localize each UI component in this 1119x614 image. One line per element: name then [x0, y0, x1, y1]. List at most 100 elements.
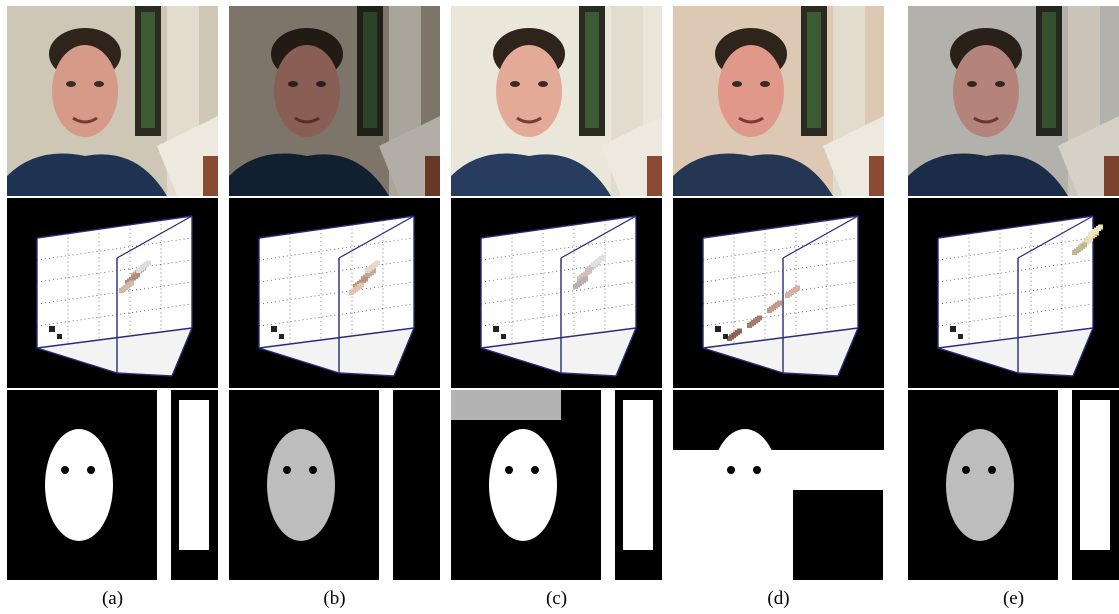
- color-cube: [258, 215, 415, 377]
- skin-mask-image: [229, 390, 440, 580]
- floor: [647, 156, 662, 196]
- left-eye: [967, 81, 977, 87]
- mask-region: [451, 390, 561, 420]
- color-space-plot-image: [7, 198, 218, 388]
- skin-mask-image: [673, 390, 884, 580]
- data-point: [49, 326, 55, 332]
- panel-column: [229, 6, 440, 582]
- right-eye: [538, 81, 548, 87]
- data-point: [271, 326, 277, 332]
- panel-caption: (b): [323, 588, 346, 609]
- panel-column: [908, 6, 1119, 582]
- cube-edge: [258, 215, 415, 239]
- panel-column: [451, 6, 662, 582]
- left-eye: [510, 81, 520, 87]
- mask-hole: [793, 490, 883, 580]
- cube-edge: [837, 327, 859, 377]
- data-point: [723, 334, 728, 339]
- cube-edge: [702, 215, 859, 239]
- mask-eye: [61, 466, 69, 474]
- data-point: [146, 260, 151, 266]
- mask-eye: [309, 466, 317, 474]
- face: [496, 45, 562, 137]
- mouth: [516, 116, 542, 124]
- data-point: [601, 254, 606, 260]
- cube-edge: [1017, 215, 1094, 259]
- mask-face: [45, 429, 113, 541]
- mask-region: [623, 400, 653, 550]
- data-point: [1082, 242, 1087, 248]
- skin-mask-image: [451, 390, 662, 580]
- photo-image: [908, 6, 1119, 196]
- data-point: [777, 300, 782, 306]
- window-glass: [585, 12, 599, 128]
- wall-ledge: [823, 116, 884, 196]
- left-eye: [66, 81, 76, 87]
- mask-face: [711, 429, 779, 541]
- mask-eye: [283, 466, 291, 474]
- left-eye: [288, 81, 298, 87]
- cube-floor: [703, 328, 858, 376]
- cube-edge: [36, 215, 193, 239]
- floor: [425, 156, 440, 196]
- mask-region: [379, 390, 393, 580]
- color-cube: [36, 215, 193, 377]
- data-point: [587, 268, 592, 274]
- data-point: [375, 260, 380, 266]
- data-point: [129, 280, 134, 286]
- data-point: [493, 326, 499, 332]
- mask-face: [489, 429, 557, 541]
- panel-caption: (a): [101, 588, 124, 609]
- mask-eye: [505, 466, 513, 474]
- cube-edge: [1017, 372, 1074, 377]
- right-eye: [995, 81, 1005, 87]
- panel-column: [673, 6, 884, 582]
- mask-face: [946, 429, 1014, 541]
- shirt: [7, 153, 167, 196]
- cube-edge: [338, 215, 415, 259]
- window-glass: [1042, 12, 1056, 128]
- right-eye: [94, 81, 104, 87]
- face: [274, 45, 340, 137]
- mouth: [738, 116, 764, 124]
- cube-edge: [36, 347, 118, 374]
- data-point: [958, 334, 963, 339]
- cube-edge: [937, 347, 1019, 374]
- cube-edge: [702, 347, 784, 374]
- color-cube: [702, 215, 859, 377]
- cube-floor: [481, 328, 636, 376]
- cube-edge: [480, 347, 562, 374]
- cube-edge: [615, 327, 637, 377]
- right-eye: [760, 81, 770, 87]
- shirt: [673, 153, 833, 196]
- cube-back-face: [938, 216, 1093, 348]
- cube-edge: [937, 327, 1094, 349]
- cube-edge: [36, 327, 193, 349]
- floor: [1104, 156, 1119, 196]
- data-point: [583, 276, 588, 282]
- mask-face: [267, 429, 335, 541]
- cube-edge: [560, 215, 637, 259]
- shade: [908, 6, 1119, 196]
- mask-region: [1080, 400, 1110, 550]
- data-point: [715, 326, 721, 332]
- cube-floor: [37, 328, 192, 376]
- mask-region: [179, 400, 209, 550]
- floor: [203, 156, 218, 196]
- cube-edge: [338, 372, 395, 377]
- photo-image: [7, 6, 218, 196]
- data-point: [737, 328, 742, 334]
- data-point: [795, 285, 800, 291]
- skin-mask-image: [7, 390, 218, 580]
- cube-edge: [480, 215, 637, 239]
- cube-edge: [116, 372, 173, 377]
- color-space-plot-image: [451, 198, 662, 388]
- shirt: [451, 153, 611, 196]
- right-eye: [316, 81, 326, 87]
- color-space-plot-image: [908, 198, 1119, 388]
- photo-image: [229, 6, 440, 196]
- mask-eye: [988, 466, 996, 474]
- cube-floor: [938, 328, 1093, 376]
- cube-back-face: [703, 216, 858, 348]
- cube-edge: [116, 215, 193, 259]
